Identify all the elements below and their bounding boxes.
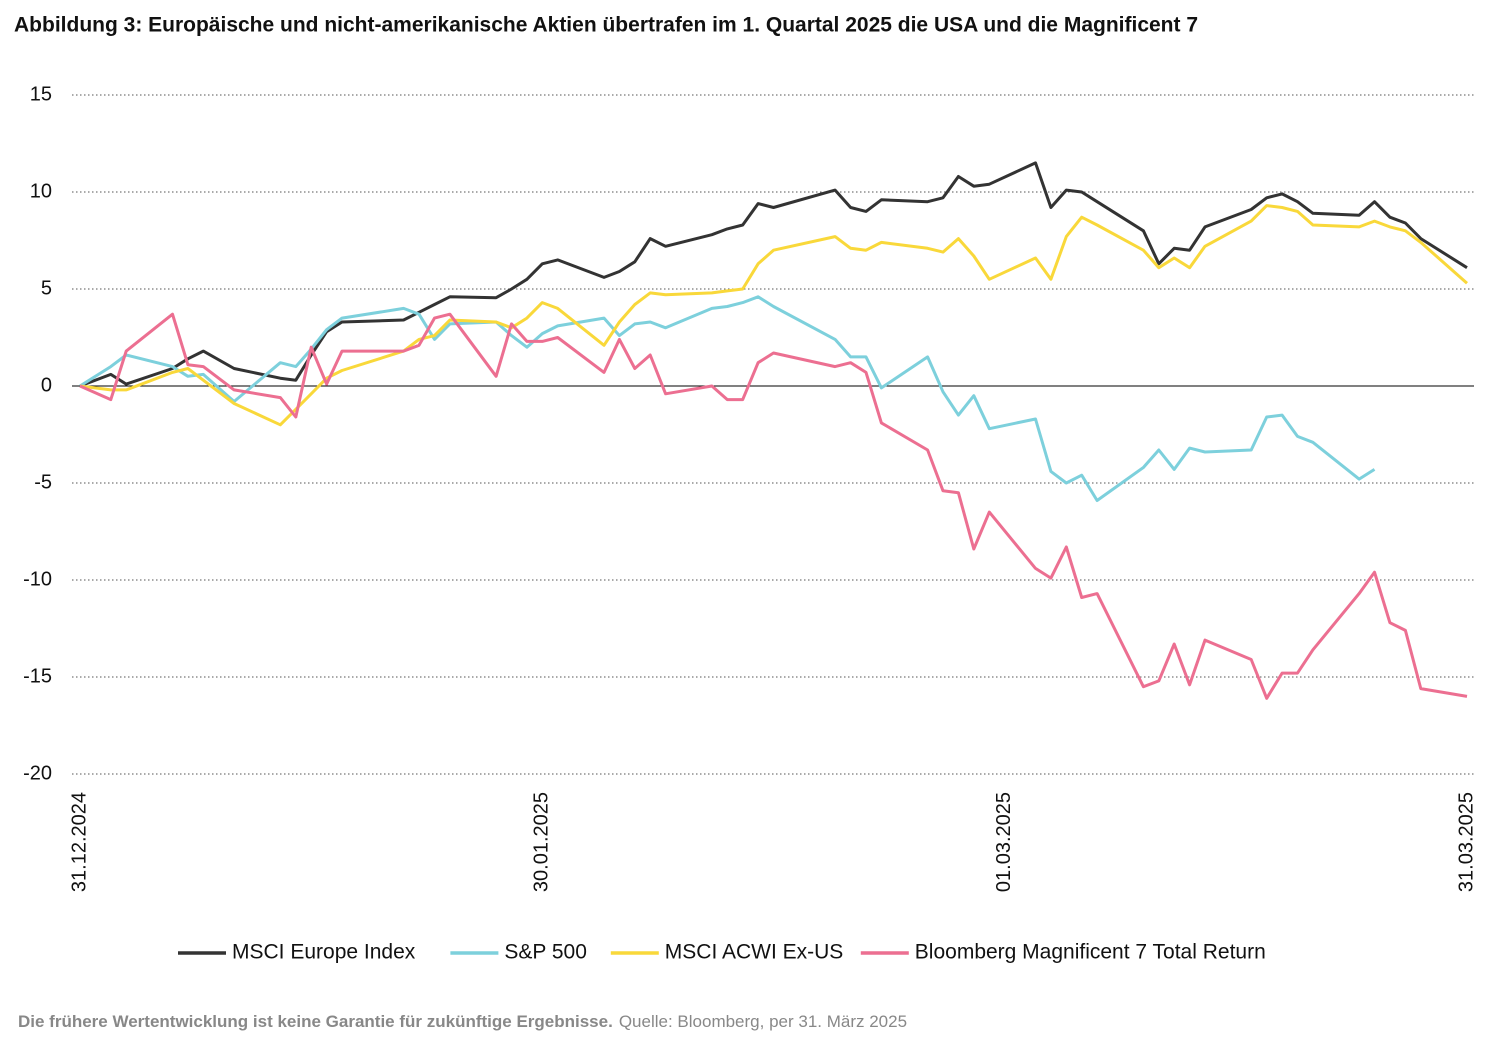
footer: Die frühere Wertentwicklung ist keine Ga… <box>18 1012 907 1031</box>
y-tick-label: -10 <box>23 568 52 590</box>
series-line <box>79 204 1468 427</box>
y-tick-label: -5 <box>34 471 52 493</box>
legend-label: MSCI ACWI Ex-US <box>665 941 844 964</box>
y-tick-label: -20 <box>23 762 52 784</box>
y-tick-label: -15 <box>23 665 52 687</box>
y-tick-label: 10 <box>30 180 52 202</box>
chart-title: Abbildung 3: Europäische und nicht-ameri… <box>14 14 1198 37</box>
legend-label: Bloomberg Magnificent 7 Total Return <box>915 941 1266 964</box>
series-line <box>79 295 1376 502</box>
source: Quelle: Bloomberg, per 31. März 2025 <box>619 1012 907 1031</box>
x-tick-label: 31.03.2025 <box>1455 792 1477 892</box>
y-tick-label: 15 <box>30 83 52 105</box>
footnote: Die frühere Wertentwicklung ist keine Ga… <box>18 1012 613 1031</box>
x-tick-label: 01.03.2025 <box>993 792 1015 892</box>
x-tick-label: 31.12.2024 <box>68 792 90 892</box>
y-tick-label: 0 <box>41 374 52 396</box>
x-tick-label: 30.01.2025 <box>531 792 553 892</box>
y-tick-label: 5 <box>41 277 52 299</box>
legend-label: MSCI Europe Index <box>232 941 416 964</box>
series-line <box>79 312 1468 700</box>
legend-label: S&P 500 <box>504 941 587 964</box>
